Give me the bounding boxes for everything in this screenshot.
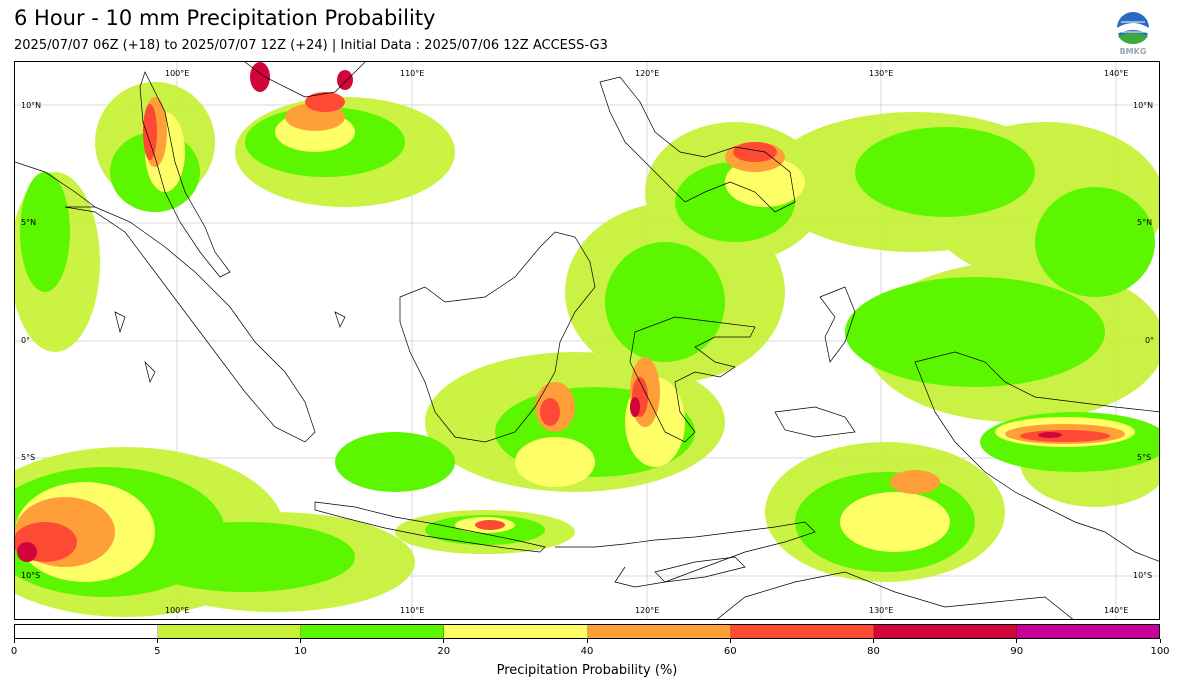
- chart-title: 6 Hour - 10 mm Precipitation Probability: [14, 6, 436, 30]
- colorbar-tick-label: 60: [723, 646, 737, 657]
- colorbar-tick-label: 90: [1010, 646, 1024, 657]
- lat-tick-10s-right: 10°S: [1133, 571, 1153, 580]
- colorbar-tick-label: 5: [154, 646, 161, 657]
- lon-tick-140e-top: 140°E: [1104, 69, 1129, 78]
- colorbar-tick-label: 40: [580, 646, 594, 657]
- colorbar: [14, 624, 1160, 639]
- colorbar-tick-mark: [443, 639, 445, 643]
- colorbar-segment: [587, 625, 731, 638]
- colorbar-tick-mark: [1016, 639, 1018, 643]
- colorbar-label: Precipitation Probability (%): [496, 663, 678, 678]
- lon-tick-110e-bottom: 110°E: [400, 606, 425, 615]
- colorbar-segment: [444, 625, 588, 638]
- lon-tick-100e-top: 100°E: [165, 69, 190, 78]
- colorbar-segment: [1016, 625, 1159, 638]
- colorbar-tick-label: 80: [867, 646, 880, 657]
- lon-tick-130e-top: 130°E: [869, 69, 894, 78]
- lat-tick-5n-right: 5°N: [1137, 218, 1153, 227]
- logo-text: BMKG: [1120, 47, 1147, 56]
- precipitation-map[interactable]: 100°E 110°E 120°E 130°E 140°E 100°E 110°…: [14, 61, 1160, 620]
- lat-tick-5n-left: 5°N: [21, 218, 37, 227]
- colorbar-segment: [158, 625, 302, 638]
- colorbar-tick-mark: [873, 639, 874, 643]
- colorbar-tick-mark: [13, 639, 15, 643]
- bmkg-logo: BMKG: [1113, 8, 1153, 56]
- lat-tick-10s-left: 10°S: [21, 571, 41, 580]
- colorbar-segment: [730, 625, 874, 638]
- lon-tick-140e-bottom: 140°E: [1104, 606, 1129, 615]
- colorbar-segment: [15, 625, 159, 638]
- colorbar-tick-mark: [1159, 639, 1161, 643]
- lat-tick-10n-right: 10°N: [1133, 101, 1154, 110]
- colorbar-tick-label: 100: [1150, 646, 1170, 657]
- lat-tick-0-right: 0°: [1145, 336, 1155, 345]
- bmkg-globe-icon: BMKG: [1117, 12, 1149, 56]
- lon-tick-120e-top: 120°E: [635, 69, 660, 78]
- colorbar-tick-mark: [156, 639, 158, 643]
- lon-tick-100e-bottom: 100°E: [165, 606, 190, 615]
- colorbar-tick-label: 20: [437, 646, 451, 657]
- colorbar-tick-mark: [586, 639, 588, 643]
- coastlines: [15, 62, 1159, 619]
- colorbar-tick-label: 10: [294, 646, 307, 657]
- map-canvas: [15, 62, 1159, 619]
- colorbar-segment: [301, 625, 445, 638]
- colorbar-tick-label: 0: [10, 646, 18, 657]
- lat-tick-0-left: 0°: [21, 336, 31, 345]
- lat-tick-5s-left: 5°S: [21, 453, 36, 462]
- colorbar-segment: [873, 625, 1017, 638]
- chart-subtitle: 2025/07/07 06Z (+18) to 2025/07/07 12Z (…: [14, 38, 608, 53]
- colorbar-tick-mark: [300, 639, 301, 643]
- lat-tick-10n-left: 10°N: [21, 101, 42, 110]
- colorbar-tick-mark: [729, 639, 731, 643]
- lat-tick-5s-right: 5°S: [1137, 453, 1152, 462]
- probability-field-80-90: [17, 62, 1062, 562]
- lon-tick-130e-bottom: 130°E: [869, 606, 894, 615]
- lon-tick-110e-top: 110°E: [400, 69, 425, 78]
- lon-tick-120e-bottom: 120°E: [635, 606, 660, 615]
